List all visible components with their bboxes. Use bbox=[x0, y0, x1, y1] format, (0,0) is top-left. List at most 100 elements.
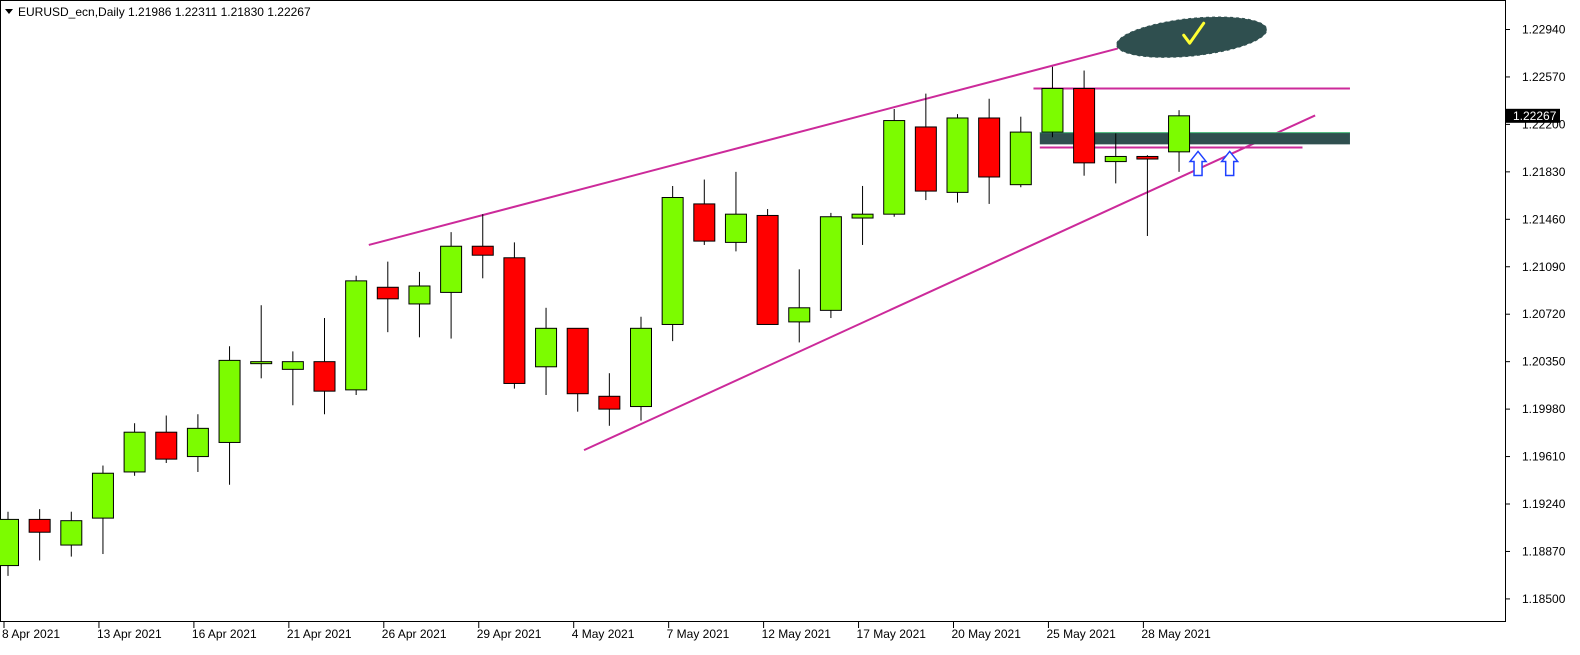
up-arrow-icon bbox=[1188, 150, 1208, 177]
price-tick-label: 1.18500 bbox=[1522, 592, 1566, 606]
price-tick-label: 1.21830 bbox=[1522, 165, 1566, 179]
time-tick-label: 28 May 2021 bbox=[1141, 627, 1211, 641]
candle bbox=[471, 214, 494, 279]
price-tick-label: 1.20720 bbox=[1522, 307, 1566, 321]
checkmark-icon bbox=[1182, 21, 1206, 45]
candle-body-bull bbox=[535, 327, 558, 368]
price-tick-label: 1.22570 bbox=[1522, 70, 1566, 84]
candle-body-bear bbox=[756, 214, 779, 325]
candle bbox=[28, 509, 51, 561]
candle-body-bear bbox=[566, 327, 589, 395]
candle-body-bull bbox=[1041, 87, 1064, 133]
price-tick-label: 1.21460 bbox=[1522, 212, 1566, 226]
candle bbox=[693, 179, 716, 245]
candle-body-bull bbox=[1168, 115, 1191, 153]
candle bbox=[1041, 66, 1064, 138]
time-tick-label: 8 Apr 2021 bbox=[2, 627, 60, 641]
current-price-badge bbox=[1506, 108, 1560, 123]
candle-body-bull bbox=[788, 307, 811, 323]
time-tick-label: 29 Apr 2021 bbox=[477, 627, 542, 641]
candle bbox=[155, 415, 178, 463]
time-tick-label: 7 May 2021 bbox=[667, 627, 730, 641]
chart-title: EURUSD_ecn,Daily 1.21986 1.22311 1.21830… bbox=[18, 5, 311, 19]
candle-body-bear bbox=[313, 361, 336, 392]
candle bbox=[0, 511, 19, 576]
candle bbox=[535, 307, 558, 396]
candle-body-bull bbox=[819, 216, 842, 311]
candle bbox=[756, 209, 779, 325]
price-tick-label: 1.19240 bbox=[1522, 497, 1566, 511]
candle-body-bull bbox=[408, 285, 431, 305]
candle bbox=[281, 351, 304, 406]
candle-body-bear bbox=[471, 245, 494, 256]
candle-body-bull bbox=[946, 117, 969, 193]
candle-body-bear bbox=[503, 257, 526, 384]
candle bbox=[186, 414, 209, 472]
candle bbox=[250, 305, 273, 379]
time-tick-label: 12 May 2021 bbox=[762, 627, 832, 641]
candle-body-bull bbox=[724, 213, 747, 243]
candle-body-bear bbox=[914, 126, 937, 192]
candle-body-bull bbox=[60, 520, 83, 546]
candle-body-bull bbox=[883, 120, 906, 215]
candle bbox=[218, 346, 241, 485]
candle bbox=[851, 185, 874, 245]
candle bbox=[883, 109, 906, 217]
target-ellipse bbox=[1115, 15, 1268, 59]
candle bbox=[60, 511, 83, 557]
candle bbox=[376, 261, 399, 333]
candle bbox=[91, 465, 114, 555]
price-tick-label: 1.22940 bbox=[1522, 22, 1566, 36]
time-tick-label: 16 Apr 2021 bbox=[192, 627, 257, 641]
candle-body-bull bbox=[851, 213, 874, 219]
candle bbox=[630, 316, 652, 421]
candle-body-bear bbox=[1073, 87, 1096, 164]
candle-body-bear bbox=[598, 395, 621, 410]
price-tick-label: 1.19980 bbox=[1522, 402, 1566, 416]
time-tick-label: 17 May 2021 bbox=[857, 627, 927, 641]
candle bbox=[661, 185, 684, 342]
candle bbox=[788, 269, 811, 343]
candle bbox=[1168, 110, 1191, 172]
candle bbox=[598, 373, 621, 426]
candle-body-bear bbox=[155, 431, 178, 460]
candle bbox=[503, 242, 526, 389]
trendline-upper-channel bbox=[368, 29, 1186, 246]
up-arrow-icon bbox=[1220, 150, 1240, 177]
candle bbox=[724, 171, 747, 252]
candle bbox=[1104, 133, 1127, 184]
candle-body-bull bbox=[440, 245, 463, 293]
time-tick-label: 13 Apr 2021 bbox=[97, 627, 162, 641]
candle-body-bull bbox=[123, 431, 146, 473]
candle bbox=[1009, 116, 1032, 188]
price-tick-label: 1.18870 bbox=[1522, 544, 1566, 558]
time-tick-label: 21 Apr 2021 bbox=[287, 627, 352, 641]
candle-body-bull bbox=[345, 280, 368, 391]
candle-body-bull bbox=[218, 359, 241, 443]
candle-body-bear bbox=[978, 117, 1001, 178]
candle bbox=[440, 232, 463, 339]
support-zone bbox=[1039, 132, 1350, 145]
time-tick-label: 4 May 2021 bbox=[572, 627, 635, 641]
candle-body-bull bbox=[630, 327, 652, 408]
candle bbox=[914, 93, 937, 201]
price-axis: 1.229401.225701.222001.218301.214601.210… bbox=[1505, 22, 1566, 606]
candle-body-bull bbox=[281, 361, 304, 370]
candle bbox=[566, 327, 589, 412]
candle bbox=[946, 114, 969, 203]
time-tick-label: 25 May 2021 bbox=[1046, 627, 1116, 641]
candles-layer bbox=[0, 66, 1191, 576]
dropdown-triangle-icon[interactable] bbox=[5, 9, 13, 14]
candle bbox=[819, 212, 842, 319]
candle-body-bear bbox=[28, 518, 51, 533]
candle-body-bull bbox=[661, 197, 684, 325]
plot-area-border bbox=[0, 0, 1506, 622]
candle-body-bull bbox=[186, 427, 209, 458]
candle-body-bull bbox=[0, 518, 19, 567]
price-tick-label: 1.20350 bbox=[1522, 355, 1566, 369]
annotation-layer bbox=[1115, 15, 1268, 177]
candle bbox=[978, 98, 1001, 204]
price-tick-label: 1.19610 bbox=[1522, 450, 1566, 464]
